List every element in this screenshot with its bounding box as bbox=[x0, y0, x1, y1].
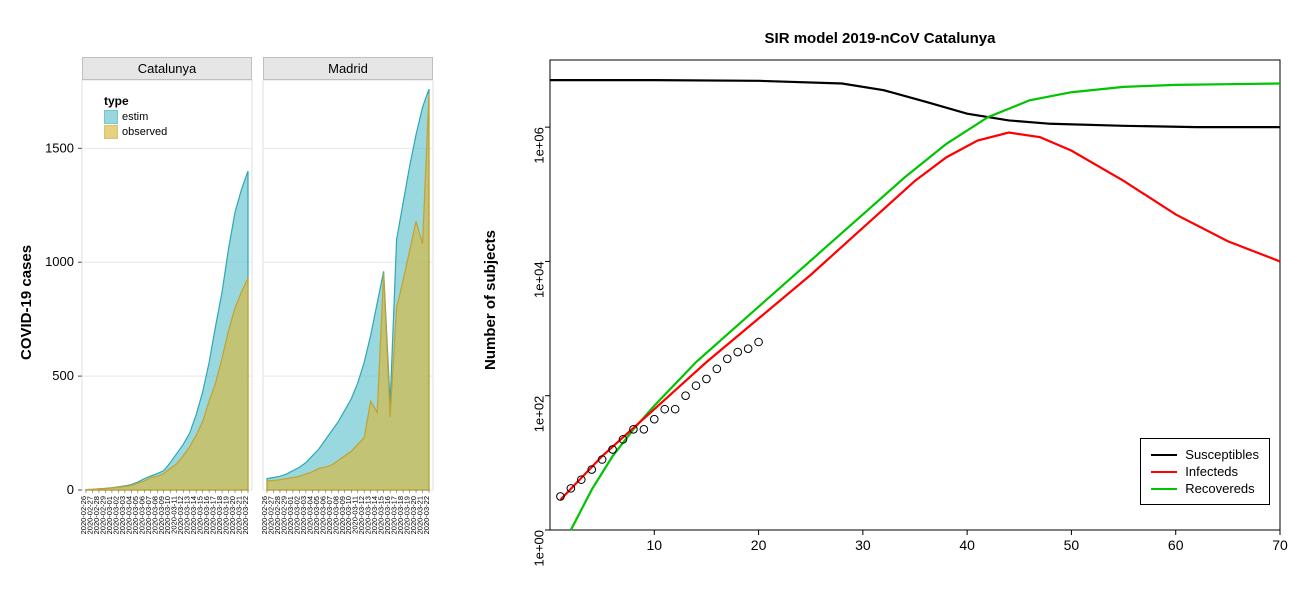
svg-text:40: 40 bbox=[959, 537, 975, 553]
svg-text:70: 70 bbox=[1272, 537, 1288, 553]
svg-text:50: 50 bbox=[1064, 537, 1080, 553]
svg-text:1e+04: 1e+04 bbox=[531, 261, 546, 298]
svg-text:60: 60 bbox=[1168, 537, 1184, 553]
svg-text:2020-03-22: 2020-03-22 bbox=[241, 496, 250, 534]
svg-text:1e+00: 1e+00 bbox=[531, 530, 546, 567]
svg-text:500: 500 bbox=[52, 368, 74, 383]
svg-text:1e+06: 1e+06 bbox=[531, 127, 546, 164]
left-legend: type estimobserved bbox=[100, 90, 171, 144]
svg-text:1000: 1000 bbox=[45, 254, 74, 269]
left-faceted-chart: COVID-19 cases 0500100015002020-02-26202… bbox=[0, 0, 460, 585]
svg-text:30: 30 bbox=[855, 537, 871, 553]
left-chart-svg: 0500100015002020-02-262020-02-272020-02-… bbox=[0, 0, 460, 585]
sir-legend: Susceptibles Infecteds Recovereds bbox=[1140, 438, 1270, 505]
svg-text:1500: 1500 bbox=[45, 140, 74, 155]
svg-text:10: 10 bbox=[646, 537, 662, 553]
facet-strip-catalunya: Catalunya bbox=[82, 57, 252, 80]
legend-item: observed bbox=[104, 125, 167, 139]
legend-item: estim bbox=[104, 110, 167, 124]
svg-text:0: 0 bbox=[67, 482, 74, 497]
facet-strip-madrid: Madrid bbox=[263, 57, 433, 80]
svg-text:20: 20 bbox=[751, 537, 767, 553]
sir-legend-item: Infecteds bbox=[1151, 464, 1259, 479]
right-y-axis-label: Number of subjects bbox=[482, 230, 499, 370]
svg-text:1e+02: 1e+02 bbox=[531, 396, 546, 433]
left-y-axis-label: COVID-19 cases bbox=[18, 245, 35, 360]
sir-legend-item: Recovereds bbox=[1151, 481, 1259, 496]
legend-title: type bbox=[104, 94, 167, 108]
sir-legend-item: Susceptibles bbox=[1151, 447, 1259, 462]
svg-text:2020-03-22: 2020-03-22 bbox=[422, 496, 431, 534]
right-sir-chart: SIR model 2019-nCoV Catalunya Number of … bbox=[460, 0, 1300, 585]
sir-chart-title: SIR model 2019-nCoV Catalunya bbox=[460, 30, 1300, 47]
